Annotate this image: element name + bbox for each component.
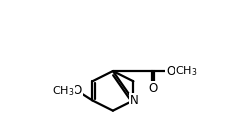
Text: O: O — [148, 82, 158, 95]
Text: CH$_3$: CH$_3$ — [175, 64, 198, 78]
Text: O: O — [166, 65, 176, 78]
Text: N: N — [130, 94, 138, 107]
Text: O: O — [73, 84, 82, 97]
Text: CH$_3$: CH$_3$ — [52, 84, 74, 98]
